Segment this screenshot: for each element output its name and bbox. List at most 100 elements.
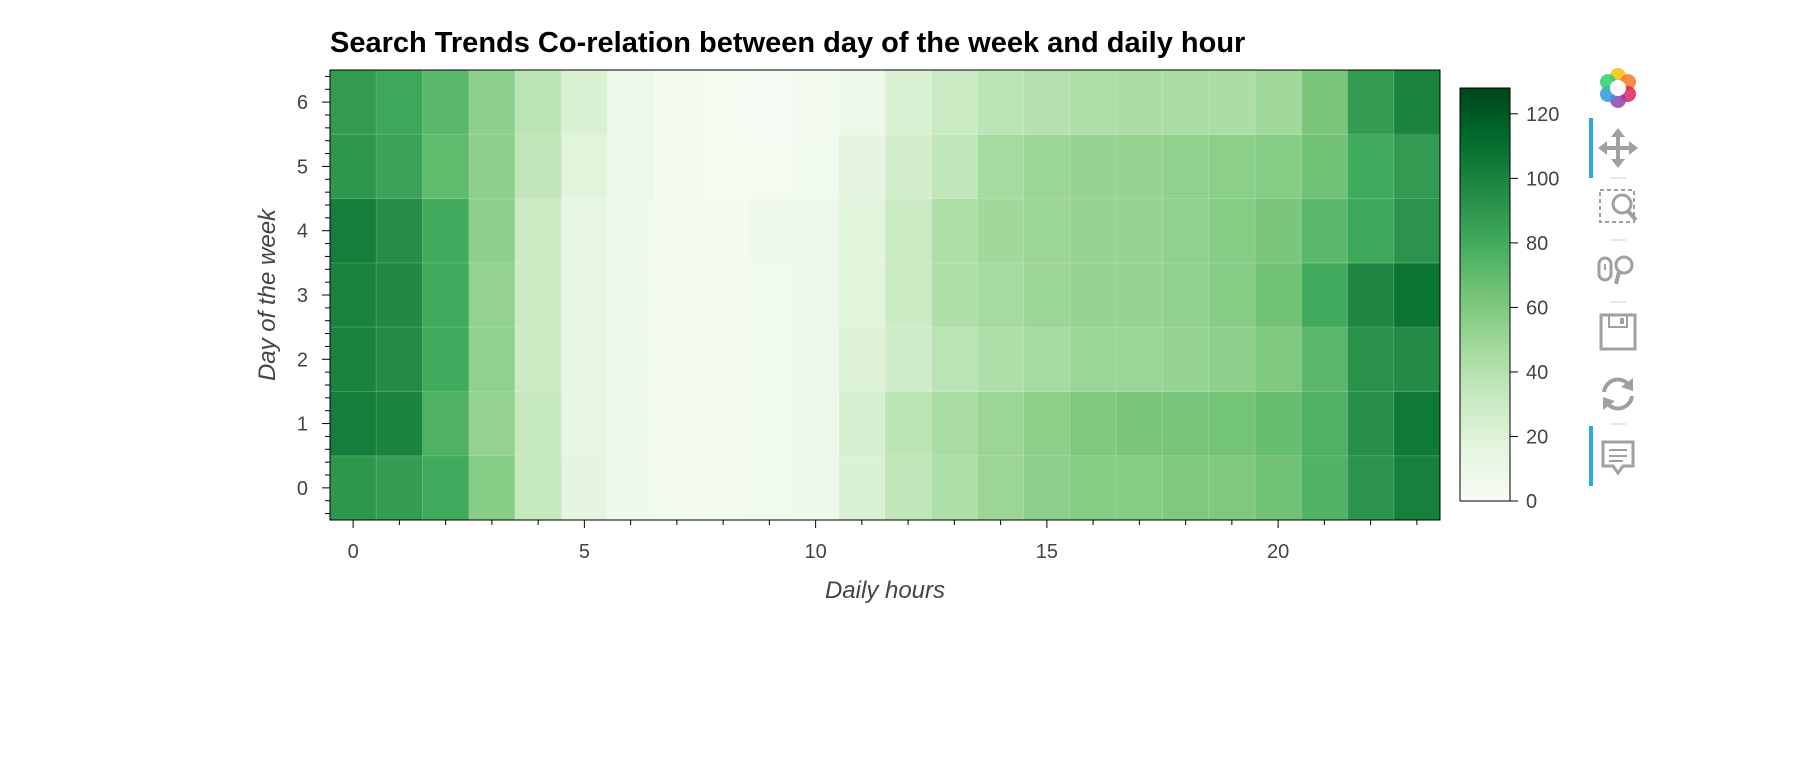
- heatmap-cell[interactable]: [561, 134, 608, 200]
- heatmap-cell[interactable]: [330, 262, 377, 328]
- heatmap-cell[interactable]: [1070, 198, 1117, 264]
- heatmap-cell[interactable]: [1023, 70, 1071, 135]
- bokeh-logo-icon[interactable]: [1600, 68, 1636, 108]
- heatmap-cell[interactable]: [977, 70, 1025, 135]
- heatmap-cell[interactable]: [330, 70, 377, 135]
- heatmap-cell[interactable]: [561, 262, 608, 328]
- heatmap-cell[interactable]: [607, 262, 655, 328]
- heatmap-cell[interactable]: [792, 391, 840, 457]
- heatmap-cell[interactable]: [1301, 198, 1348, 264]
- heatmap-cell[interactable]: [561, 455, 608, 521]
- heatmap-cell[interactable]: [515, 327, 562, 392]
- hover-icon[interactable]: [1601, 440, 1635, 476]
- heatmap-cell[interactable]: [1208, 262, 1256, 328]
- heatmap-cell[interactable]: [1347, 198, 1395, 264]
- heatmap-cell[interactable]: [468, 262, 516, 328]
- heatmap-cell[interactable]: [1208, 391, 1256, 457]
- heatmap-cell[interactable]: [700, 327, 747, 392]
- heatmap-cell[interactable]: [1116, 327, 1163, 392]
- heatmap-cell[interactable]: [1393, 327, 1441, 392]
- box-zoom-icon[interactable]: [1599, 189, 1638, 223]
- heatmap-cell[interactable]: [376, 262, 423, 328]
- heatmap-cell[interactable]: [1255, 198, 1302, 264]
- heatmap-cell[interactable]: [1255, 262, 1302, 328]
- heatmap-cell[interactable]: [746, 262, 793, 328]
- heatmap-cell[interactable]: [1162, 391, 1210, 457]
- heatmap-cell[interactable]: [376, 327, 423, 392]
- heatmap-cell[interactable]: [468, 455, 516, 521]
- heatmap-cell[interactable]: [838, 70, 886, 135]
- heatmap-cell[interactable]: [977, 134, 1025, 200]
- heatmap-cell[interactable]: [792, 262, 840, 328]
- heatmap-cell[interactable]: [653, 70, 701, 135]
- heatmap-cell[interactable]: [376, 198, 423, 264]
- pan-icon[interactable]: [1598, 128, 1638, 168]
- heatmap-cell[interactable]: [1162, 262, 1210, 328]
- heatmap-cell[interactable]: [700, 134, 747, 200]
- heatmap-cell[interactable]: [1162, 455, 1210, 521]
- wheel-zoom-icon[interactable]: [1597, 255, 1634, 285]
- heatmap-cell[interactable]: [1023, 455, 1071, 521]
- heatmap-cell[interactable]: [1301, 70, 1348, 135]
- heatmap-cell[interactable]: [885, 198, 932, 264]
- heatmap-cell[interactable]: [1162, 327, 1210, 392]
- heatmap-cell[interactable]: [1208, 327, 1256, 392]
- heatmap-cell[interactable]: [1162, 134, 1210, 200]
- heatmap-cell[interactable]: [607, 391, 655, 457]
- heatmap-cell[interactable]: [1393, 70, 1441, 135]
- heatmap-cell[interactable]: [561, 70, 608, 135]
- heatmap-cell[interactable]: [792, 134, 840, 200]
- heatmap-cell[interactable]: [746, 134, 793, 200]
- heatmap-cell[interactable]: [1023, 134, 1071, 200]
- heatmap-cell[interactable]: [1162, 198, 1210, 264]
- heatmap-cell[interactable]: [838, 198, 886, 264]
- heatmap-cell[interactable]: [607, 455, 655, 521]
- heatmap-cell[interactable]: [885, 70, 932, 135]
- heatmap-cell[interactable]: [700, 262, 747, 328]
- heatmap-cell[interactable]: [515, 198, 562, 264]
- heatmap-cell[interactable]: [330, 455, 377, 521]
- heatmap-cell[interactable]: [1301, 391, 1348, 457]
- heatmap-cell[interactable]: [885, 391, 932, 457]
- heatmap-cell[interactable]: [885, 134, 932, 200]
- heatmap-cell[interactable]: [1347, 134, 1395, 200]
- heatmap-cell[interactable]: [422, 70, 470, 135]
- heatmap-cell[interactable]: [1116, 455, 1163, 521]
- heatmap-cell[interactable]: [653, 134, 701, 200]
- reset-icon[interactable]: [1602, 377, 1634, 411]
- heatmap-cell[interactable]: [792, 455, 840, 521]
- heatmap-cell[interactable]: [422, 391, 470, 457]
- heatmap-cell[interactable]: [1023, 198, 1071, 264]
- heatmap-cell[interactable]: [1347, 262, 1395, 328]
- heatmap-cell[interactable]: [792, 198, 840, 264]
- heatmap-cell[interactable]: [838, 455, 886, 521]
- heatmap-cell[interactable]: [1393, 455, 1441, 521]
- heatmap-cell[interactable]: [1116, 391, 1163, 457]
- heatmap-cell[interactable]: [330, 134, 377, 200]
- heatmap-cell[interactable]: [838, 134, 886, 200]
- heatmap-cell[interactable]: [977, 327, 1025, 392]
- heatmap-cell[interactable]: [653, 391, 701, 457]
- heatmap-cell[interactable]: [468, 134, 516, 200]
- heatmap-cell[interactable]: [1070, 327, 1117, 392]
- heatmap-cell[interactable]: [746, 327, 793, 392]
- heatmap-cell[interactable]: [1208, 455, 1256, 521]
- heatmap-cell[interactable]: [1393, 198, 1441, 264]
- heatmap-cell[interactable]: [1070, 134, 1117, 200]
- heatmap-cell[interactable]: [515, 455, 562, 521]
- heatmap-cell[interactable]: [1255, 455, 1302, 521]
- heatmap-cell[interactable]: [746, 455, 793, 521]
- heatmap-cell[interactable]: [1393, 134, 1441, 200]
- heatmap-cell[interactable]: [1116, 134, 1163, 200]
- heatmap-cell[interactable]: [1301, 327, 1348, 392]
- heatmap-cell[interactable]: [746, 391, 793, 457]
- heatmap-cell[interactable]: [515, 262, 562, 328]
- heatmap-cell[interactable]: [468, 70, 516, 135]
- heatmap-cell[interactable]: [515, 391, 562, 457]
- heatmap-cell[interactable]: [653, 327, 701, 392]
- heatmap-cell[interactable]: [885, 455, 932, 521]
- heatmap-cell[interactable]: [1347, 455, 1395, 521]
- heatmap-cell[interactable]: [468, 198, 516, 264]
- heatmap-cell[interactable]: [931, 70, 978, 135]
- heatmap-cell[interactable]: [700, 455, 747, 521]
